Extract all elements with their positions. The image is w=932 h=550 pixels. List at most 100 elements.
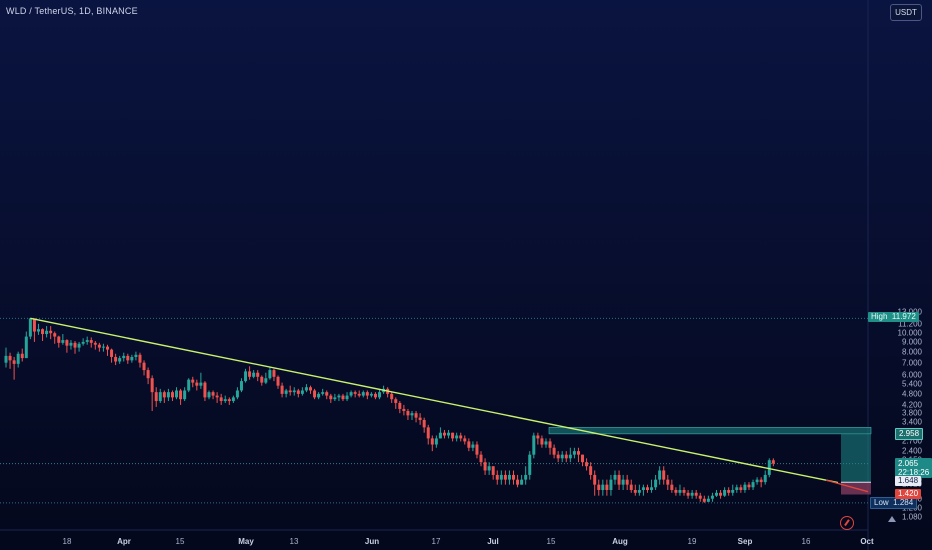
candle [154,387,158,407]
candle-body [378,392,382,398]
candle-body [114,356,118,362]
candle [337,393,341,402]
candle-body [398,402,402,409]
scroll-to-realtime-icon[interactable] [888,516,896,522]
candle [61,334,65,345]
candle [402,404,406,416]
candle [81,338,85,346]
candle-body [434,438,438,445]
candle-body [540,438,544,445]
candle [564,451,568,463]
candle [560,451,564,463]
candle [373,392,377,400]
candle-body [698,495,702,499]
price-tick-label: 8.000 [901,347,922,357]
candle [130,354,134,363]
candle-body [126,355,130,361]
candle-body [731,489,735,493]
time-tick-label: Jul [487,537,499,546]
time-tick-label: Oct [860,537,874,546]
candle-body [637,489,641,493]
candle [284,388,288,398]
candle-body [682,489,686,493]
candle [751,479,755,490]
candle-body [272,370,276,377]
candle [662,466,666,485]
candle-body [609,479,613,490]
candle-body [252,372,256,377]
candle [503,470,507,485]
candle [483,458,487,475]
candle-body [451,432,455,439]
candle [593,470,597,496]
candle-body [203,382,207,398]
profit-zone[interactable] [841,433,871,483]
candle [406,408,410,420]
candle [122,352,126,362]
candle-body [130,356,134,361]
candle [114,353,118,366]
candle-body [304,387,308,391]
candle [516,474,520,488]
candle-body [24,336,28,359]
candle [682,487,686,496]
candle [710,492,714,502]
candle-body [317,393,321,398]
candle-body [49,330,53,334]
candle [187,378,191,393]
candle [731,484,735,496]
candle [585,458,589,471]
tradingview-logo-icon[interactable] [840,516,854,530]
candle-body [532,435,536,455]
candle [276,375,280,389]
candle [556,451,560,463]
candle [418,413,422,425]
candle [252,370,256,379]
candle-body [430,438,434,445]
candle-body [373,393,377,398]
candle [621,474,625,490]
trendline-layer[interactable] [30,317,869,493]
candle-body [223,399,227,402]
candle-body [654,479,658,488]
candle-body [142,362,146,371]
price-tick-label: 11.200 [898,319,922,329]
candle-body [337,395,341,398]
candle [304,384,308,393]
candle-body [507,474,511,480]
candle [118,355,122,364]
time-tick-label: Aug [612,537,628,546]
breakdown-projection-line[interactable] [825,479,869,493]
candle [227,397,231,405]
candle [106,344,109,356]
candle [317,392,321,400]
candle-body [572,451,576,455]
candle [325,390,329,400]
candle [727,487,731,496]
candle [451,432,455,442]
candle-body [183,390,187,400]
currency-button[interactable]: USDT [890,4,922,21]
candle-body [28,318,32,337]
candle [422,417,426,433]
candle [430,435,434,452]
price-tick-label: 13.000 [898,307,922,316]
resistance-zone[interactable] [548,427,872,435]
candle [495,470,499,485]
candle-body [215,395,219,398]
candle-body [694,492,698,496]
candle [658,466,662,485]
candle-body [118,358,122,362]
candle [8,352,12,369]
candle-body [544,441,548,445]
candle [576,447,580,463]
candle-body [666,479,670,485]
position-tool[interactable] [548,427,872,495]
candle [698,492,702,502]
last-price-tag: 2.065 22:18:26 [895,457,932,478]
candle [605,479,609,496]
candle [455,432,459,442]
descending-trendline[interactable] [30,317,839,484]
